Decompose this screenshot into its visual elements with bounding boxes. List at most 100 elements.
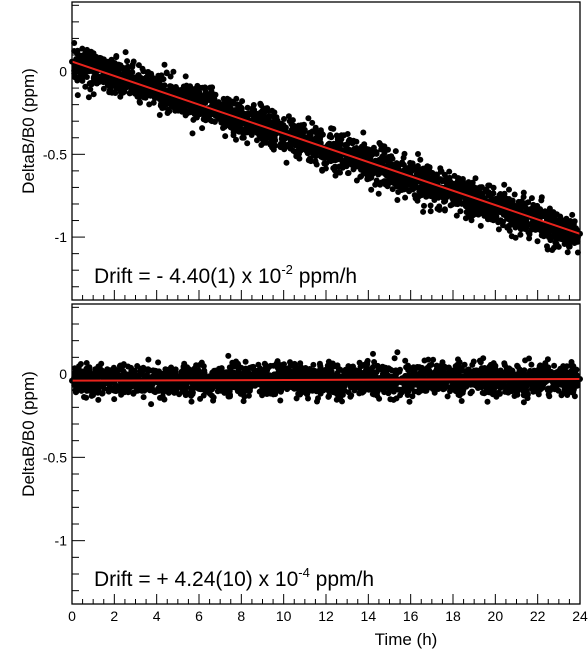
data-point [337,169,343,176]
data-point [233,136,239,143]
data-point [484,202,491,209]
data-point [430,356,437,363]
data-point [253,110,260,117]
data-point [327,141,334,147]
data-point [545,391,552,398]
data-point [236,109,243,116]
data-point [394,197,401,203]
data-point [526,355,532,362]
data-point [373,369,380,376]
data-point [564,249,571,256]
data-point [442,195,449,202]
data-point [212,91,219,98]
data-point [490,217,497,224]
data-point [166,108,173,115]
data-point [71,64,78,71]
data-point [109,67,116,74]
data-point [168,100,175,107]
data-point [100,85,107,92]
data-point [426,165,433,172]
data-point [394,349,401,356]
data-point [264,107,271,114]
data-point [469,186,476,193]
data-point [236,128,243,135]
data-point [244,140,251,147]
data-point [111,396,118,403]
data-point [343,163,350,170]
data-point [345,138,352,145]
data-point [305,142,312,148]
data-point [82,83,89,90]
data-point [508,221,515,228]
data-point [272,142,279,149]
data-point [130,390,137,397]
data-point [386,175,393,182]
data-point [274,358,281,365]
data-point [446,183,453,189]
data-point [177,91,184,98]
data-point [541,210,548,217]
data-point [453,212,460,219]
data-point [333,153,340,160]
data-point [289,117,296,124]
data-point [408,366,415,373]
data-point [118,391,125,398]
data-point [373,149,380,156]
data-point [345,170,352,176]
data-point [148,401,155,408]
data-point [317,363,324,370]
data-point [95,73,102,80]
data-point [318,130,325,137]
data-point [421,357,428,364]
data-point [325,393,332,400]
data-point [292,140,299,147]
top-fit-line [71,60,581,235]
data-point [524,395,531,402]
data-point [126,83,133,90]
data-point [571,240,578,246]
data-point [122,49,129,56]
data-point [350,363,356,370]
data-point [258,102,265,109]
data-point [333,396,340,403]
data-point [479,194,486,201]
data-point [88,81,95,88]
data-point [117,84,124,91]
data-point [119,363,126,369]
data-point [256,132,263,139]
data-point [183,110,190,117]
data-point [215,104,222,111]
data-point [351,387,358,394]
data-point [460,178,466,185]
data-point [441,206,448,213]
data-point [558,236,565,243]
top-drift-annotation: Drift = - 4.40(1) x 10-2 ppm/h [94,262,357,288]
data-point [502,388,509,395]
data-point [271,109,278,116]
data-point [306,133,313,140]
data-point [207,111,214,118]
data-point [319,167,326,174]
data-point [248,132,255,138]
data-point [534,238,541,245]
data-point [74,92,81,99]
data-point [477,222,484,229]
data-point [376,140,383,146]
data-point [272,137,279,144]
data-point [339,158,346,165]
data-point [96,57,103,64]
data-point [444,393,451,400]
data-point [315,395,321,402]
data-point [277,140,284,147]
data-point [195,108,202,115]
data-point [135,62,142,69]
data-point [434,205,441,212]
data-point [125,389,132,396]
data-point [405,167,412,174]
data-point [195,367,202,374]
data-point [217,115,224,122]
data-point [305,157,312,164]
data-point [263,115,270,122]
data-point [167,73,174,80]
data-point [195,93,202,100]
